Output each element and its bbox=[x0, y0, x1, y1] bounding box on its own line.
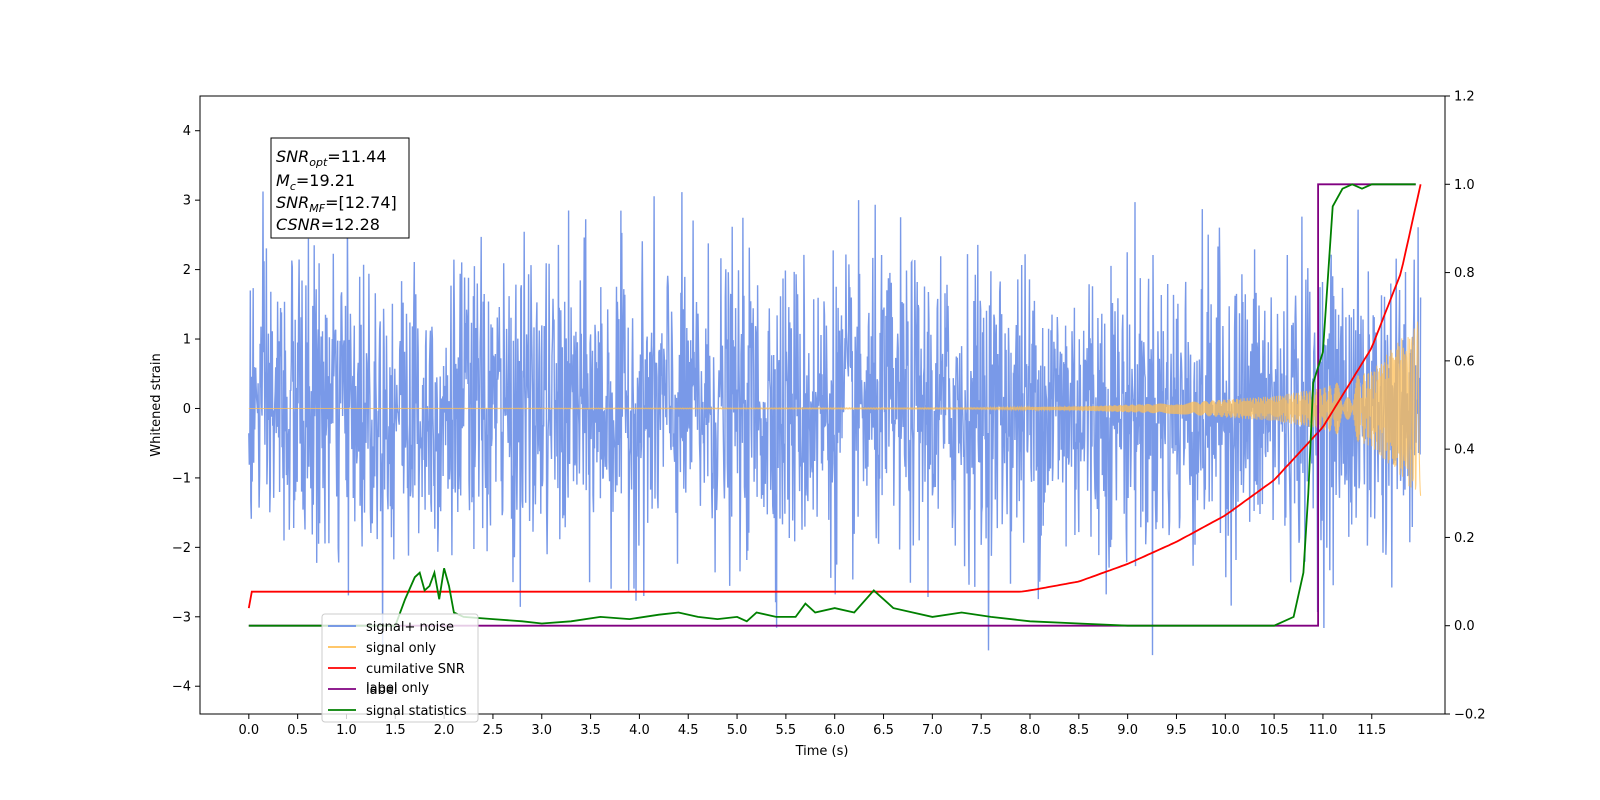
x-tick-label: 1.0 bbox=[336, 723, 357, 738]
plot-frame bbox=[199, 95, 1446, 715]
y-axis-ticks: 4 3 2 1 0 −1 −2 −3 −4 bbox=[172, 124, 200, 695]
x-tick-label: 0.0 bbox=[238, 723, 259, 738]
annotation-box: SNRopt=11.44 Mc=19.21 SNRMF=[12.74] CSNR… bbox=[270, 137, 410, 239]
series-label-line bbox=[248, 183, 1416, 627]
x-tick-label: 4.5 bbox=[678, 723, 699, 738]
y2-axis-ticks: 1.2 1.0 0.8 0.6 0.4 0.2 0.0 −0.2 bbox=[1445, 90, 1486, 723]
annotation-line-snr-opt: SNRopt=11.44 bbox=[276, 147, 387, 169]
y-tick-label: −3 bbox=[172, 610, 191, 625]
annotation-line-snr-mf: SNRMF=[12.74] bbox=[276, 193, 397, 215]
y-tick-label: −1 bbox=[172, 471, 191, 486]
x-tick-label: 9.5 bbox=[1166, 723, 1187, 738]
x-tick-label: 1.5 bbox=[385, 723, 406, 738]
series-signal-statistics-line bbox=[248, 183, 1416, 627]
x-tick-label: 8.0 bbox=[1020, 723, 1041, 738]
y-axis-label: Whitened strain bbox=[149, 353, 164, 456]
annotation-line-chirp-mass: Mc=19.21 bbox=[276, 171, 355, 193]
legend-label-signal-only: signal only bbox=[366, 641, 436, 656]
x-tick-label: 6.0 bbox=[824, 723, 845, 738]
y2-tick-label: 1.2 bbox=[1454, 90, 1475, 105]
x-tick-label: 3.0 bbox=[531, 723, 552, 738]
y-tick-label: 1 bbox=[183, 333, 191, 348]
x-tick-label: 2.0 bbox=[434, 723, 455, 738]
annotation-line-csnr: CSNR=12.28 bbox=[276, 215, 380, 234]
y2-tick-label: −0.2 bbox=[1454, 708, 1486, 723]
series-signal-noise-line bbox=[248, 191, 1422, 656]
legend-label-signal-statistics: signal statistics bbox=[366, 704, 467, 719]
legend-label-label: label bbox=[366, 683, 397, 698]
legend-hidden-text: label only bbox=[366, 681, 429, 696]
y-tick-label: 2 bbox=[183, 263, 191, 278]
x-tick-label: 7.0 bbox=[922, 723, 943, 738]
x-axis-label: Time (s) bbox=[795, 744, 849, 759]
y2-tick-label: 0.6 bbox=[1454, 354, 1475, 369]
x-tick-label: 5.0 bbox=[727, 723, 748, 738]
y-tick-label: −4 bbox=[172, 680, 191, 695]
plot-series-layer bbox=[247, 183, 1422, 656]
y2-tick-label: 0.4 bbox=[1454, 443, 1475, 458]
x-tick-label: 10.5 bbox=[1260, 723, 1289, 738]
x-tick-label: 6.5 bbox=[873, 723, 894, 738]
series-cumulative-snr-line bbox=[247, 184, 1422, 609]
y-tick-label: 0 bbox=[183, 402, 191, 417]
x-tick-label: 0.5 bbox=[287, 723, 308, 738]
y-tick-label: −2 bbox=[172, 541, 191, 556]
y2-tick-label: 0.0 bbox=[1454, 619, 1475, 634]
y-tick-label: 3 bbox=[183, 194, 191, 209]
x-tick-label: 3.5 bbox=[580, 723, 601, 738]
x-tick-label: 2.5 bbox=[483, 723, 504, 738]
y2-tick-label: 1.0 bbox=[1454, 178, 1475, 193]
y2-tick-label: 0.8 bbox=[1454, 266, 1475, 281]
x-tick-label: 11.0 bbox=[1308, 723, 1337, 738]
annotation-frame bbox=[270, 137, 410, 239]
legend-frame bbox=[321, 613, 479, 723]
x-axis-ticks: 0.0 0.5 1.0 1.5 2.0 2.5 3.0 3.5 4.0 4.5 5.0 5.5 6.0 6… bbox=[238, 714, 1386, 738]
legend: label only signal+ noise signal only cum… bbox=[321, 613, 479, 723]
y2-tick-label: 0.2 bbox=[1454, 531, 1475, 546]
x-tick-label: 11.5 bbox=[1357, 723, 1386, 738]
x-tick-label: 5.5 bbox=[776, 723, 797, 738]
x-tick-label: 7.5 bbox=[971, 723, 992, 738]
x-tick-label: 4.0 bbox=[629, 723, 650, 738]
x-tick-label: 10.0 bbox=[1211, 723, 1240, 738]
legend-label-cumulative-snr: cumilative SNR bbox=[366, 662, 465, 677]
y-tick-label: 4 bbox=[183, 124, 191, 139]
legend-label-signal-noise: signal+ noise bbox=[366, 620, 454, 635]
x-tick-label: 9.0 bbox=[1117, 723, 1138, 738]
x-tick-label: 8.5 bbox=[1068, 723, 1089, 738]
series-signal-only-line bbox=[248, 321, 1422, 496]
